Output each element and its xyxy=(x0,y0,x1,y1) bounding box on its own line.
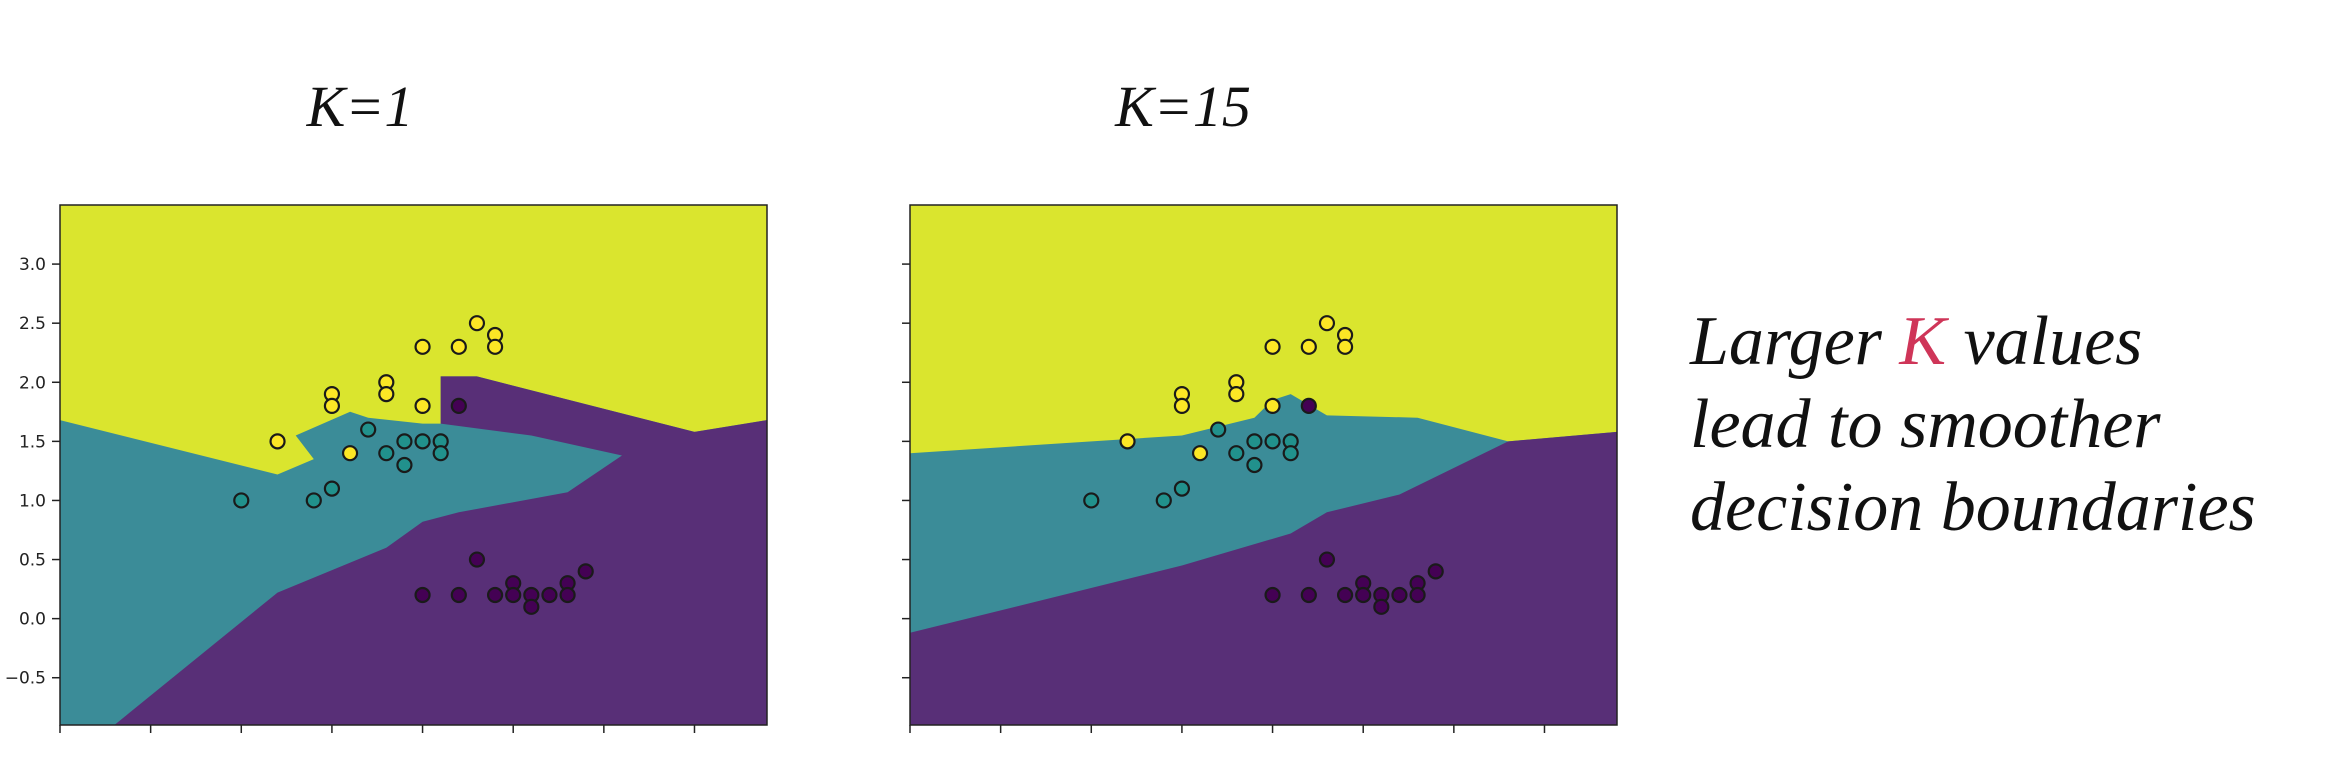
data-point-class-1 xyxy=(414,433,431,450)
data-point-class-2 xyxy=(414,397,431,415)
caption-line-1-suffix: values xyxy=(1946,303,2143,380)
data-point-class-2 xyxy=(1318,315,1336,332)
region-class-0 xyxy=(910,431,1617,725)
data-point-class-2 xyxy=(1119,433,1136,450)
data-point-class-0 xyxy=(1336,586,1354,604)
data-point-class-1 xyxy=(396,456,413,474)
data-point-class-1 xyxy=(360,421,377,438)
data-point-class-0 xyxy=(559,586,576,604)
data-point-class-0 xyxy=(450,586,467,604)
y-tick-label: 2.5 xyxy=(19,314,46,334)
data-point-class-0 xyxy=(1373,598,1390,615)
data-point-class-1 xyxy=(1264,433,1281,450)
y-tick-label: 2.0 xyxy=(19,373,46,393)
data-point-class-0 xyxy=(1409,586,1426,604)
data-point-class-2 xyxy=(414,338,431,355)
data-point-class-1 xyxy=(323,480,341,497)
data-point-class-0 xyxy=(1264,586,1281,604)
data-point-class-2 xyxy=(1300,338,1317,355)
plot-frame xyxy=(59,204,768,726)
data-point-class-1 xyxy=(432,445,449,462)
y-tick-label: 1.5 xyxy=(19,432,46,452)
data-point-class-1 xyxy=(1282,445,1299,462)
data-point-class-0 xyxy=(541,586,558,604)
k15-chart-title: K=15 xyxy=(1115,74,1251,139)
data-point-class-2 xyxy=(341,445,359,462)
data-point-class-1 xyxy=(1228,445,1245,462)
data-point-class-2 xyxy=(1173,397,1191,415)
data-point-class-1 xyxy=(1155,492,1172,509)
caption-line-1: Larger K values xyxy=(1690,300,2330,383)
data-point-class-0 xyxy=(1318,551,1336,568)
data-point-class-2 xyxy=(269,433,286,450)
data-point-class-0 xyxy=(414,586,431,604)
data-point-class-1 xyxy=(1246,433,1263,450)
caption-k-highlight: K xyxy=(1899,303,1947,380)
data-point-class-1 xyxy=(1210,421,1227,438)
caption-line-1-prefix: Larger xyxy=(1690,303,1900,380)
data-point-class-2 xyxy=(468,315,486,332)
data-point-class-0 xyxy=(1355,586,1372,604)
data-point-class-1 xyxy=(233,492,250,509)
y-tick-label: 0.0 xyxy=(19,610,46,630)
data-point-class-1 xyxy=(305,492,322,509)
y-tick-label: 1.0 xyxy=(19,491,46,511)
k1-decision-boundary-chart: 3.0 2.5 2.0 1.5 1.0 0.5 0.0 −0.5 xyxy=(5,204,768,733)
data-point-class-0 xyxy=(450,397,467,415)
region-class-0 xyxy=(114,376,767,725)
data-point-class-0 xyxy=(523,598,540,615)
data-point-class-2 xyxy=(378,385,395,403)
data-point-class-2 xyxy=(1191,445,1209,462)
data-point-class-2 xyxy=(1228,385,1245,403)
data-point-class-2 xyxy=(1336,338,1354,355)
caption-line-2: lead to smoother xyxy=(1690,386,2161,463)
data-point-class-0 xyxy=(505,586,522,604)
data-point-class-0 xyxy=(1391,586,1408,604)
data-point-class-0 xyxy=(1427,563,1444,580)
y-tick-label: 0.5 xyxy=(19,551,46,571)
y-tick-label: −0.5 xyxy=(5,669,46,689)
data-point-class-0 xyxy=(468,551,486,568)
data-point-class-0 xyxy=(1300,586,1317,604)
data-point-class-1 xyxy=(1173,480,1191,497)
data-point-class-0 xyxy=(486,586,504,604)
data-point-class-1 xyxy=(1083,492,1100,509)
data-point-class-2 xyxy=(1264,397,1281,415)
y-tick-label: 3.0 xyxy=(19,255,46,275)
caption-text: Larger K values lead to smoother decisio… xyxy=(1690,300,2330,549)
plot-frame xyxy=(909,204,1618,726)
data-point-class-1 xyxy=(378,445,395,462)
data-point-class-0 xyxy=(577,563,594,580)
data-point-class-2 xyxy=(323,397,341,415)
k15-decision-boundary-chart xyxy=(902,204,1618,733)
caption-line-3: decision boundaries xyxy=(1690,469,2256,546)
data-point-class-2 xyxy=(1264,338,1281,355)
k1-chart-title: K=1 xyxy=(306,74,414,139)
data-point-class-1 xyxy=(396,433,413,450)
data-point-class-2 xyxy=(450,338,467,355)
data-point-class-2 xyxy=(486,338,504,355)
data-point-class-1 xyxy=(1246,456,1263,474)
data-point-class-0 xyxy=(1300,397,1317,415)
